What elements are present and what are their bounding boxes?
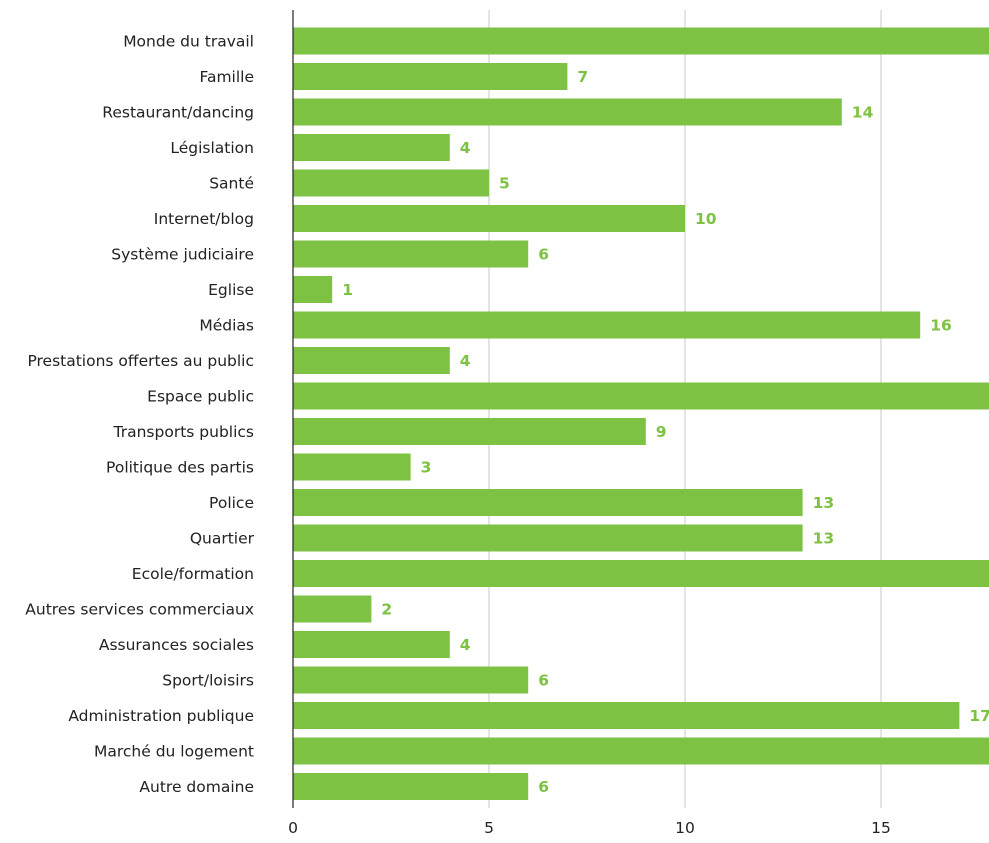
bar xyxy=(293,98,842,126)
value-labels: 31714451061164209313131824617186 xyxy=(342,68,989,796)
value-label: 10 xyxy=(695,210,717,228)
category-label: Sport/loisirs xyxy=(162,672,254,690)
value-label: 6 xyxy=(538,778,549,796)
category-label: Marché du logement xyxy=(94,743,254,761)
bar xyxy=(293,276,333,303)
value-label: 6 xyxy=(538,672,549,690)
bar xyxy=(293,631,450,658)
category-label: Ecole/formation xyxy=(132,565,254,583)
category-label: Administration publique xyxy=(68,707,254,725)
value-label: 16 xyxy=(930,317,952,335)
bar xyxy=(293,311,921,339)
bar xyxy=(293,240,529,268)
category-label: Espace public xyxy=(147,388,254,406)
value-label: 6 xyxy=(538,246,549,264)
bar xyxy=(293,737,989,765)
category-label: Internet/blog xyxy=(154,210,254,228)
category-label: Système judiciaire xyxy=(111,246,254,264)
x-tick-labels: 05101520253035 xyxy=(288,819,891,837)
x-tick-label: 5 xyxy=(484,819,494,837)
value-label: 3 xyxy=(421,459,432,477)
value-label: 5 xyxy=(499,175,510,193)
x-tick-label: 0 xyxy=(288,819,298,837)
category-label: Prestations offertes au public xyxy=(27,352,254,370)
value-label: 13 xyxy=(813,494,835,512)
bar xyxy=(293,560,989,587)
value-label: 7 xyxy=(577,68,588,86)
value-label: 4 xyxy=(460,352,471,370)
x-tick-label: 15 xyxy=(871,819,891,837)
category-label: Eglise xyxy=(208,281,254,299)
bars xyxy=(293,27,989,800)
category-labels: Monde du travail Famille Restaurant/dancin… xyxy=(25,33,254,797)
bar xyxy=(293,666,529,694)
value-label: 1 xyxy=(342,281,353,299)
bar xyxy=(293,347,450,374)
bar xyxy=(293,382,989,410)
value-label: 13 xyxy=(813,530,835,548)
category-label: Famille xyxy=(199,68,254,86)
bar xyxy=(293,595,372,623)
category-label: Quartier xyxy=(190,530,255,548)
x-tick-label: 10 xyxy=(675,819,695,837)
value-label: 4 xyxy=(460,139,471,157)
bar xyxy=(293,773,529,800)
category-label: Législation xyxy=(170,139,254,157)
category-label: Assurances sociales xyxy=(99,636,254,654)
category-label: Monde du travail xyxy=(123,33,254,51)
category-label: Police xyxy=(209,494,254,512)
bar xyxy=(293,524,803,552)
value-label: 4 xyxy=(460,636,471,654)
value-label: 14 xyxy=(852,104,874,122)
bar xyxy=(293,63,568,90)
category-label: Transports publics xyxy=(113,423,254,441)
bar xyxy=(293,418,646,445)
value-label: 2 xyxy=(381,601,392,619)
category-label: Restaurant/dancing xyxy=(102,104,254,122)
bar xyxy=(293,453,411,481)
category-label: Médias xyxy=(199,317,254,335)
bar xyxy=(293,134,450,161)
bar xyxy=(293,702,960,729)
bar xyxy=(293,489,803,516)
bar xyxy=(293,27,989,55)
value-label: 17 xyxy=(969,707,989,725)
category-label: Politique des partis xyxy=(106,459,254,477)
bar xyxy=(293,169,489,197)
category-label: Autre domaine xyxy=(139,778,254,796)
category-label: Autres services commerciaux xyxy=(25,601,254,619)
category-label: Santé xyxy=(209,175,254,193)
bar xyxy=(293,205,685,232)
value-label: 9 xyxy=(656,423,667,441)
